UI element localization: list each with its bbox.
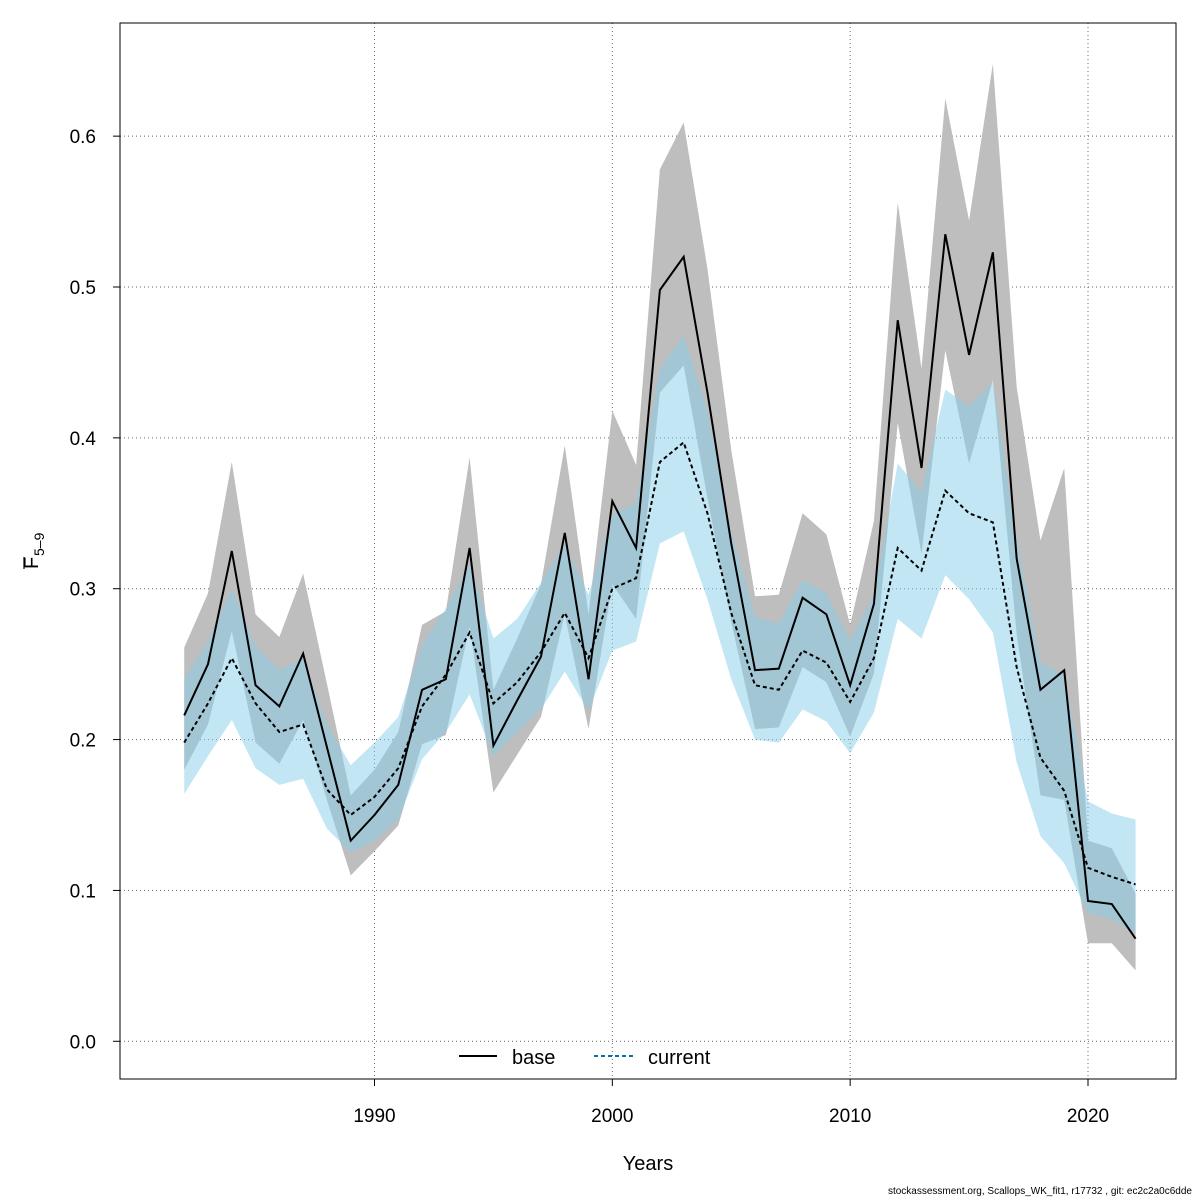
y-tick-label: 0.2 (70, 731, 96, 752)
series-lines (183, 234, 1137, 940)
x-tick-label: 2020 (1067, 1106, 1109, 1127)
x-tick-label: 2000 (591, 1106, 633, 1127)
series-line-base (183, 234, 1137, 940)
confidence-bands (184, 63, 1136, 971)
footer-note: stockassessment.org, Scallops_WK_fit1, r… (887, 1186, 1192, 1197)
legend-label-current: current (648, 1047, 711, 1069)
y-tick-label: 0.4 (70, 429, 97, 450)
x-tick-label: 1990 (353, 1106, 395, 1127)
x-tick-label: 2010 (829, 1106, 871, 1127)
plot-frame (119, 22, 1177, 1080)
y-axis-title-subscript: 5–9 (31, 532, 47, 556)
legend-label-base: base (512, 1047, 555, 1069)
series-line-current (183, 440, 1136, 886)
legend: base current (459, 1047, 711, 1069)
y-tick-label: 0.6 (70, 127, 96, 148)
y-axis-title: F 5–9 (21, 532, 47, 569)
confidence-band-current (184, 335, 1136, 933)
y-axis: 0.0 0.1 0.2 0.3 0.4 0.5 0.6 (70, 127, 120, 1053)
y-tick-label: 0.3 (70, 580, 96, 601)
y-axis-title-main: F (21, 557, 43, 569)
x-axis-title: Years (623, 1153, 673, 1175)
x-axis: 1990 2000 2010 2020 (353, 1079, 1109, 1127)
y-tick-label: 0.1 (70, 881, 96, 902)
y-tick-label: 0.0 (70, 1032, 96, 1053)
y-tick-label: 0.5 (70, 278, 96, 299)
